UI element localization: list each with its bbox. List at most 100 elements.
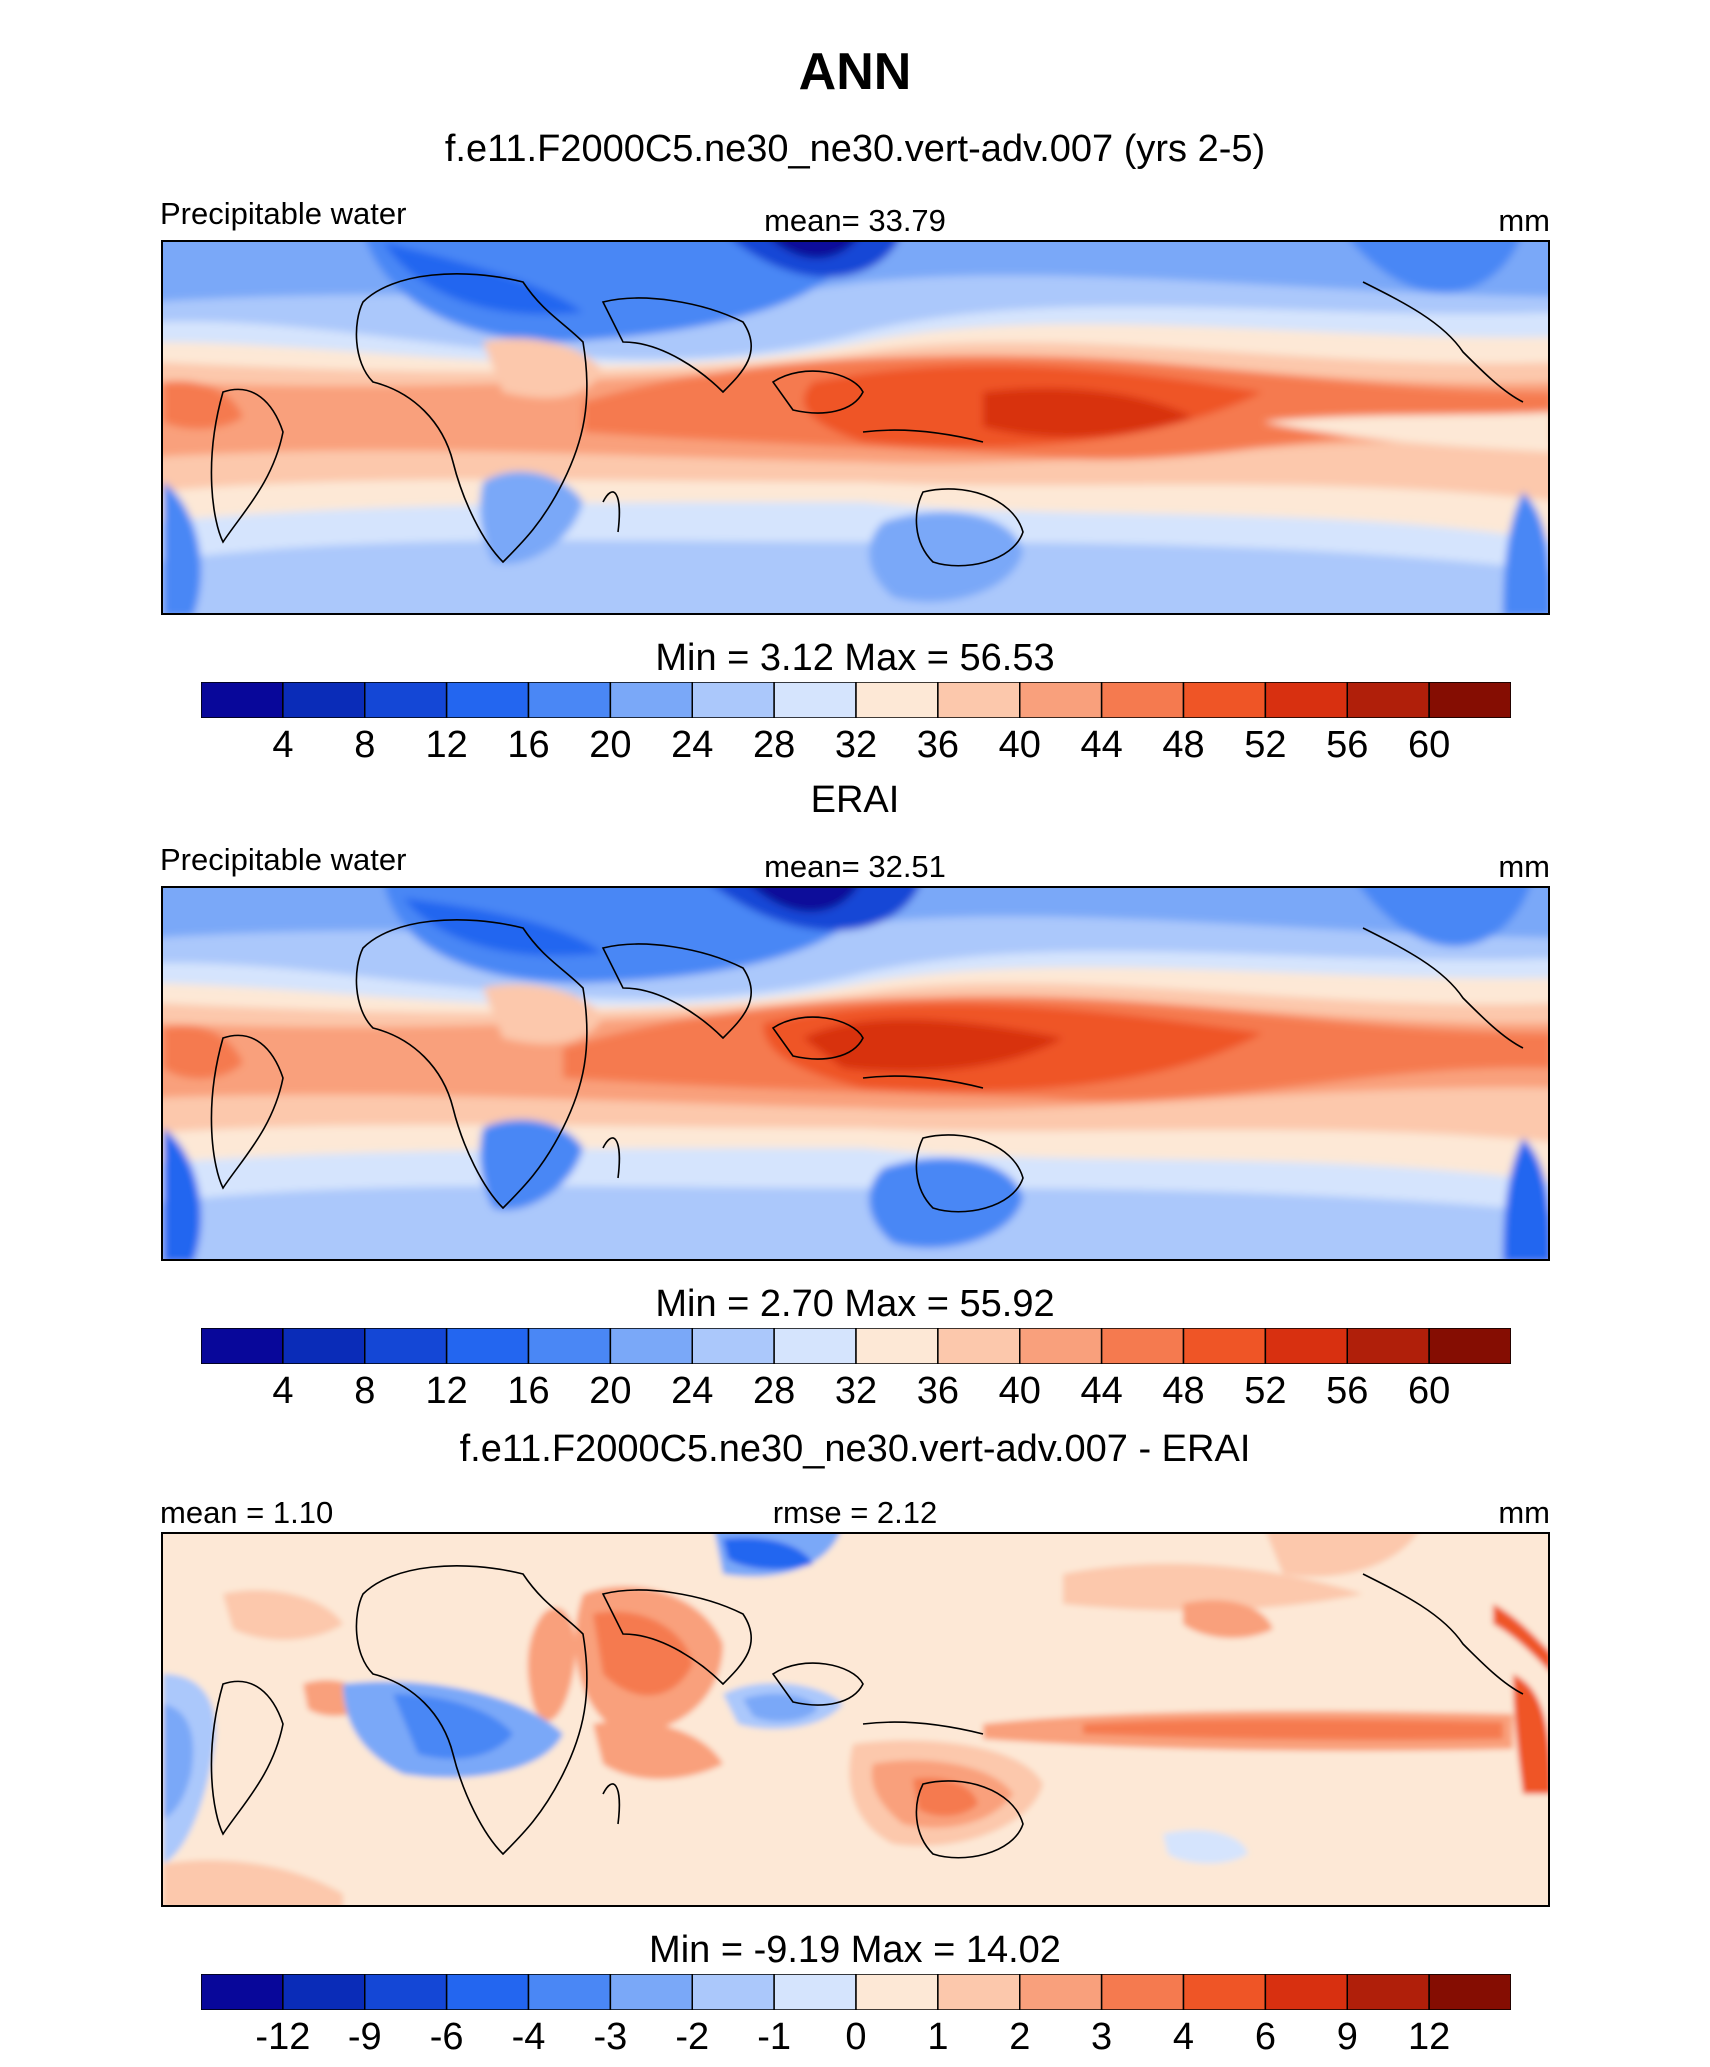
panel-3-colorbar-boxes — [200, 1973, 1512, 2011]
colorbar-box-1-4 — [445, 681, 530, 719]
panel-1-units-label: mm — [1498, 203, 1550, 238]
panel-2-minmax: Min = 2.70 Max = 55.92 — [655, 1283, 1055, 1325]
panel-1-title: f.e11.F2000C5.ne30_ne30.vert-adv.007 (yr… — [444, 128, 1266, 170]
colorbar-box-2-6 — [609, 1327, 694, 1365]
panel-1-tick-label: 48 — [1162, 724, 1205, 766]
panel-2-tick-label: 24 — [671, 1370, 714, 1412]
colorbar-box-2-9 — [855, 1327, 939, 1365]
panel-2-tick-label: 56 — [1326, 1370, 1369, 1412]
panel-2-tick-label: 4 — [272, 1370, 294, 1412]
panel-2-tick-label: 60 — [1407, 1370, 1451, 1412]
colorbar-box-1-13 — [1182, 681, 1267, 719]
panel-1-tick-label: 40 — [998, 724, 1041, 766]
panel-3-units-label: mm — [1498, 1495, 1550, 1530]
panel-1-tick-label: 52 — [1244, 724, 1287, 766]
colorbar-box-1-10 — [937, 681, 1021, 719]
panel-2-tick-label: 8 — [354, 1370, 376, 1412]
colorbar-box-1-12 — [1100, 681, 1185, 719]
colorbar-box-1-9 — [855, 681, 939, 719]
colorbar-box-1-16 — [1428, 681, 1512, 719]
panel-3-tick-label: 2 — [1009, 2016, 1031, 2058]
panel-2-tick-label: 20 — [589, 1370, 632, 1412]
figure-title: ANN — [798, 43, 912, 101]
colorbar-box-2-2 — [282, 1327, 366, 1365]
colorbar-box-3-13 — [1182, 1973, 1267, 2011]
panel-3-minmax: Min = -9.19 Max = 14.02 — [649, 1929, 1061, 1971]
panel-1-tick-label: 12 — [425, 724, 468, 766]
panel-3-tick-label: 0 — [845, 2016, 867, 2058]
colorbar-box-3-6 — [609, 1973, 694, 2011]
colorbar-box-3-16 — [1428, 1973, 1512, 2011]
panel-1-tick-label: 44 — [1080, 724, 1123, 766]
colorbar-box-2-4 — [445, 1327, 530, 1365]
panel-2-variable-label: Precipitable water — [160, 842, 407, 877]
panel-1-tick-label: 16 — [507, 724, 550, 766]
panel-2-tick-label: 48 — [1162, 1370, 1205, 1412]
colorbar-box-3-12 — [1100, 1973, 1185, 2011]
panel-2-tick-label: 40 — [998, 1370, 1041, 1412]
panel-2-units-label: mm — [1498, 849, 1550, 884]
panel-2-colorbar-boxes — [200, 1327, 1512, 1365]
colorbar-box-2-7 — [691, 1327, 775, 1365]
colorbar-box-3-14 — [1264, 1973, 1349, 2011]
colorbar-box-3-1 — [200, 1973, 284, 2011]
panel-3-tick-label: 6 — [1254, 2016, 1276, 2058]
colorbar-box-2-10 — [937, 1327, 1021, 1365]
colorbar-box-3-7 — [691, 1973, 775, 2011]
panel-1-colorbar — [200, 681, 1512, 719]
panel-3-colorbar — [200, 1973, 1512, 2011]
colorbar-box-1-14 — [1264, 681, 1349, 719]
panel-3-tick-label: -1 — [757, 2016, 791, 2058]
colorbar-box-1-6 — [609, 681, 694, 719]
panel-2-tick-label: 28 — [752, 1370, 796, 1412]
panel-3-tick-label: -9 — [347, 2016, 382, 2058]
panel-2-colorbar-ticks: 4 8 12 16 20 24 28 32 36 40 44 48 52 56 … — [201, 1370, 1511, 1416]
colorbar-box-3-9 — [855, 1973, 939, 2011]
colorbar-box-2-16 — [1428, 1327, 1512, 1365]
panel-1-map — [161, 240, 1550, 615]
panel-1-tick-label: 32 — [834, 724, 878, 766]
colorbar-box-2-15 — [1346, 1327, 1430, 1365]
panel-2-map — [161, 886, 1550, 1261]
panel-1-minmax: Min = 3.12 Max = 56.53 — [655, 637, 1055, 679]
colorbar-box-2-5 — [527, 1327, 612, 1365]
colorbar-box-2-14 — [1264, 1327, 1349, 1365]
panel-2-tick-label: 16 — [507, 1370, 550, 1412]
panel-1-tick-label: 60 — [1407, 724, 1451, 766]
colorbar-box-3-2 — [282, 1973, 366, 2011]
colorbar-box-1-15 — [1346, 681, 1430, 719]
colorbar-box-1-1 — [200, 681, 284, 719]
panel-1-variable-label: Precipitable water — [160, 196, 407, 231]
colorbar-box-1-2 — [282, 681, 366, 719]
panel-1-tick-label: 20 — [589, 724, 632, 766]
panel-1-tick-label: 56 — [1326, 724, 1369, 766]
colorbar-box-3-5 — [527, 1973, 612, 2011]
panel-3-title: f.e11.F2000C5.ne30_ne30.vert-adv.007 - E… — [459, 1428, 1251, 1470]
colorbar-box-3-15 — [1346, 1973, 1430, 2011]
colorbar-box-3-10 — [937, 1973, 1021, 2011]
colorbar-box-2-1 — [200, 1327, 284, 1365]
panel-1-mean-label: mean= 33.79 — [764, 203, 946, 238]
panel-2-tick-label: 12 — [425, 1370, 468, 1412]
panel-1-colorbar-ticks: 4 8 12 16 20 24 28 32 36 40 44 48 52 56 … — [201, 724, 1511, 770]
panel-2-tick-label: 44 — [1080, 1370, 1123, 1412]
colorbar-box-1-11 — [1019, 681, 1103, 719]
panel-2-colorbar — [200, 1327, 1512, 1365]
colorbar-box-3-4 — [445, 1973, 530, 2011]
panel-3-tick-label: 4 — [1172, 2016, 1195, 2058]
panel-1-tick-label: 24 — [671, 724, 714, 766]
panel-1-colorbar-boxes — [200, 681, 1512, 719]
colorbar-box-1-8 — [773, 681, 857, 719]
panel-3-map — [161, 1532, 1550, 1907]
panel-2-title: ERAI — [810, 779, 900, 821]
colorbar-box-1-3 — [364, 681, 448, 719]
colorbar-box-2-12 — [1100, 1327, 1185, 1365]
colorbar-box-3-3 — [364, 1973, 448, 2011]
panel-2-mean-label: mean= 32.51 — [764, 849, 946, 884]
panel-3-mean-label: mean = 1.10 — [160, 1495, 334, 1530]
panel-3-tick-label: -12 — [255, 2016, 311, 2058]
colorbar-box-2-13 — [1182, 1327, 1267, 1365]
panel-1-tick-label: 28 — [752, 724, 796, 766]
panel-2-tick-label: 52 — [1244, 1370, 1287, 1412]
panel-1-tick-label: 36 — [916, 724, 960, 766]
